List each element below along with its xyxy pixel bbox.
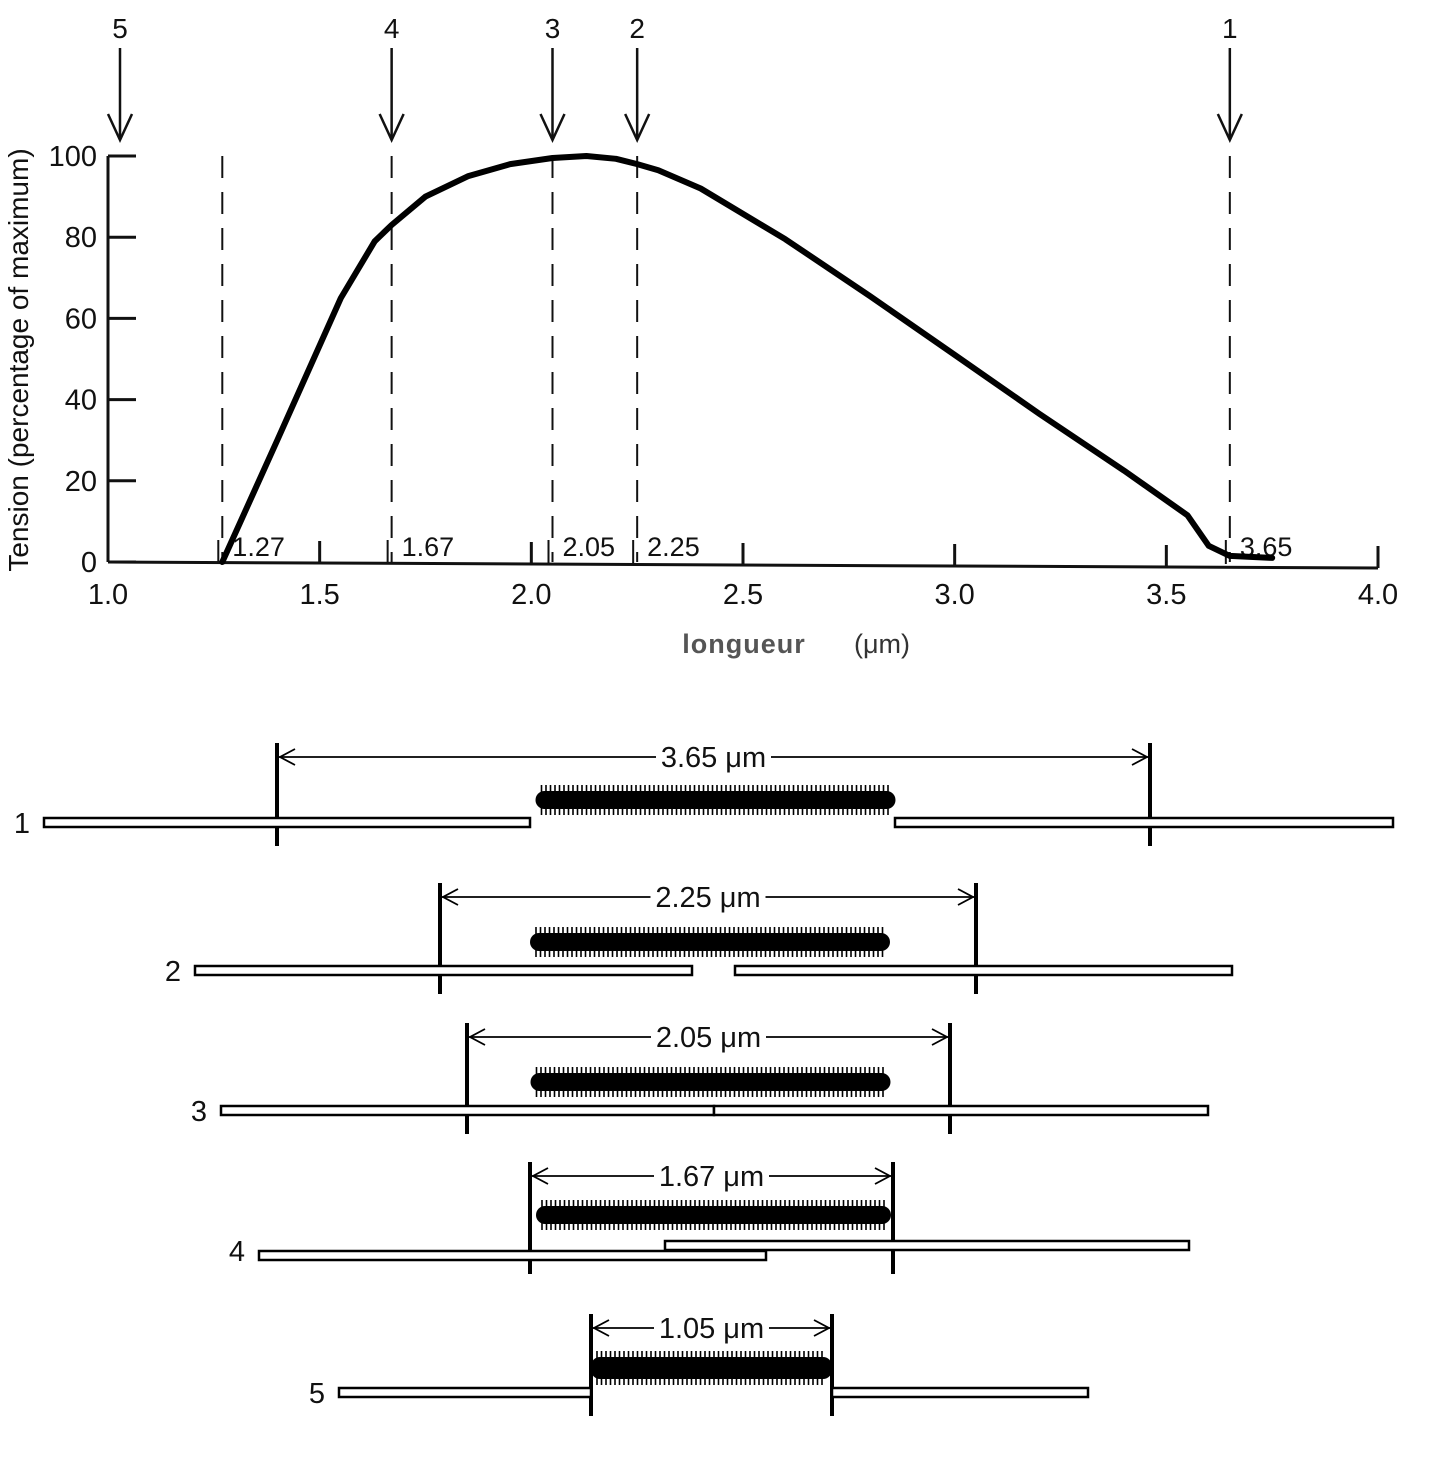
dimension-arrowhead: [531, 1167, 549, 1185]
thin-filament: [193, 964, 694, 977]
thin-filament: [663, 1239, 1191, 1252]
thin-filament: [893, 816, 1395, 829]
dimension-label: 1.05 μm: [659, 1313, 764, 1345]
thin-filament: [830, 1386, 1090, 1399]
dimension-label: 3.65 μm: [661, 742, 766, 774]
cross-bridges: [596, 1351, 823, 1385]
dimension-arrowhead: [441, 888, 459, 906]
arrow-number-label: 4: [384, 13, 400, 44]
y-tick-label: 40: [65, 385, 97, 417]
diagram-number: 4: [229, 1236, 245, 1268]
y-axis-label: Tension (percentage of maximum): [3, 148, 34, 571]
reference-value-label: 1.27: [232, 532, 285, 562]
y-tick-label: 20: [65, 466, 97, 498]
arrow-number-label: 2: [629, 13, 645, 44]
x-tick-label: 3.5: [1146, 579, 1186, 611]
tick-marks: [108, 154, 1380, 568]
dimension-label: 2.05 μm: [656, 1022, 761, 1054]
thick-filament: [591, 1357, 832, 1379]
dimension-arrowhead: [468, 1028, 486, 1046]
down-arrow-head: [539, 113, 566, 143]
x-tick-label: 2.5: [723, 579, 763, 611]
tension-curve: [219, 153, 1276, 565]
x-tick-label: 4.0: [1358, 579, 1398, 611]
x-tick-label: 3.0: [935, 579, 975, 611]
tension-curve-series: [219, 153, 1276, 565]
diagram-number: 2: [165, 956, 181, 988]
x-tick-label: 1.0: [88, 579, 128, 611]
thin-filament: [337, 1386, 593, 1399]
reference-value-label: 2.05: [563, 532, 616, 562]
thick-filament: [530, 1073, 891, 1091]
sarcomere-diagram-5: 1.05 μm 5: [309, 1313, 1090, 1416]
y-tick-label: 0: [81, 547, 97, 579]
cross-bridges: [541, 1200, 885, 1230]
sarcomere-diagram-3: 2.05 μm 3: [191, 1022, 1210, 1134]
down-arrow-head: [1216, 113, 1243, 143]
dimension-arrowhead: [813, 1319, 831, 1337]
x-tick-label: 1.5: [300, 579, 340, 611]
arrow-number-label: 3: [545, 13, 561, 44]
thin-filament: [219, 1104, 716, 1117]
x-axis-unit: (μm): [854, 629, 910, 659]
diagram-number: 5: [309, 1378, 325, 1410]
x-tick-label: 2.0: [511, 579, 551, 611]
reference-lines: 1.27 1.67 2.05 2.25 3.65: [217, 156, 1292, 564]
tension-length-plot: 0 20 40 60 80 100 1.0 1.5 2.0 2.5 3.0 3.5 4.0 1.27 1.…: [3, 13, 1398, 659]
arrow-number-label: 1: [1222, 13, 1238, 44]
down-arrow-head: [624, 113, 651, 143]
thin-filament: [712, 1104, 1210, 1117]
y-tick-label: 100: [49, 141, 97, 173]
diagram-number: 3: [191, 1096, 207, 1128]
dimension-arrowhead: [957, 888, 975, 906]
thin-filament: [257, 1249, 768, 1262]
sarcomere-diagrams: 3.65 μm 1 2.25 μm 2 2.05 μm 3 1.67 μm 4 1.05 μm 5: [14, 742, 1395, 1416]
dimension-arrowhead: [931, 1028, 949, 1046]
dimension-label: 1.67 μm: [659, 1161, 764, 1193]
sarcomere-diagram-2: 2.25 μm 2: [165, 882, 1234, 994]
x-axis-label: longueur: [682, 629, 806, 659]
tick-labels: 0 20 40 60 80 100 1.0 1.5 2.0 2.5 3.0 3.5 4.0: [49, 141, 1399, 611]
dimension-arrowhead: [874, 1167, 892, 1185]
thin-filament: [42, 816, 532, 829]
reference-value-label: 1.67: [402, 532, 455, 562]
dimension-arrowhead: [592, 1319, 610, 1337]
thick-filament: [535, 791, 896, 809]
diagram-number: 1: [14, 808, 30, 840]
dimension-label: 2.25 μm: [655, 882, 760, 914]
down-arrow-head: [378, 113, 405, 143]
thick-filament: [530, 933, 890, 951]
axes: [106, 156, 1379, 570]
sarcomere-diagram-4: 1.67 μm 4: [229, 1161, 1191, 1274]
dimension-arrowhead: [278, 748, 296, 766]
cross-bridges: [540, 785, 889, 815]
y-tick-label: 60: [65, 303, 97, 335]
down-arrow-head: [106, 113, 134, 143]
dimension-arrowhead: [1131, 748, 1149, 766]
arrow-number-label: 5: [112, 13, 128, 44]
cross-bridges: [535, 1067, 884, 1097]
cross-bridges: [535, 927, 884, 957]
y-tick-label: 80: [65, 222, 97, 254]
position-arrows: 5 4 3 2 1: [106, 13, 1243, 143]
reference-value-label: 2.25: [647, 532, 700, 562]
thin-filament: [733, 964, 1234, 977]
sarcomere-diagram-1: 3.65 μm 1: [14, 742, 1395, 846]
